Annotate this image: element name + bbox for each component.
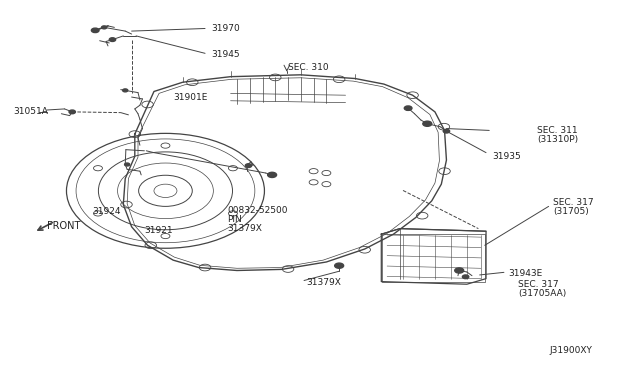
Text: 31943E: 31943E xyxy=(508,269,543,278)
Text: SEC. 310: SEC. 310 xyxy=(288,63,329,72)
Text: J31900XY: J31900XY xyxy=(550,346,593,355)
Circle shape xyxy=(455,268,464,273)
Circle shape xyxy=(125,163,130,166)
Text: FRONT: FRONT xyxy=(47,221,80,231)
Text: 31945: 31945 xyxy=(211,50,240,59)
Circle shape xyxy=(109,38,116,41)
Circle shape xyxy=(123,89,128,92)
Text: (31705): (31705) xyxy=(553,208,589,217)
Circle shape xyxy=(69,110,76,114)
Text: (31705AA): (31705AA) xyxy=(518,289,566,298)
Circle shape xyxy=(268,172,276,177)
Text: 31935: 31935 xyxy=(492,152,521,161)
Circle shape xyxy=(102,26,107,29)
Text: SEC. 311: SEC. 311 xyxy=(537,126,578,135)
Text: 31921: 31921 xyxy=(145,226,173,235)
Text: SEC. 317: SEC. 317 xyxy=(518,280,559,289)
Circle shape xyxy=(404,106,412,110)
Text: SEC. 317: SEC. 317 xyxy=(553,198,594,207)
Text: 31970: 31970 xyxy=(211,24,240,33)
Circle shape xyxy=(245,164,252,167)
Text: 31379X: 31379X xyxy=(227,224,262,233)
Circle shape xyxy=(444,129,450,133)
Text: 31051A: 31051A xyxy=(13,108,49,116)
Circle shape xyxy=(335,263,344,268)
Circle shape xyxy=(463,275,468,279)
Circle shape xyxy=(92,28,99,33)
Text: 00832-52500: 00832-52500 xyxy=(227,206,288,215)
Text: 31901E: 31901E xyxy=(173,93,207,102)
Text: (31310P): (31310P) xyxy=(537,135,579,144)
Text: 31924: 31924 xyxy=(92,208,120,217)
Text: 31379X: 31379X xyxy=(306,278,341,287)
Text: PIN: PIN xyxy=(227,215,242,224)
Circle shape xyxy=(423,121,432,126)
